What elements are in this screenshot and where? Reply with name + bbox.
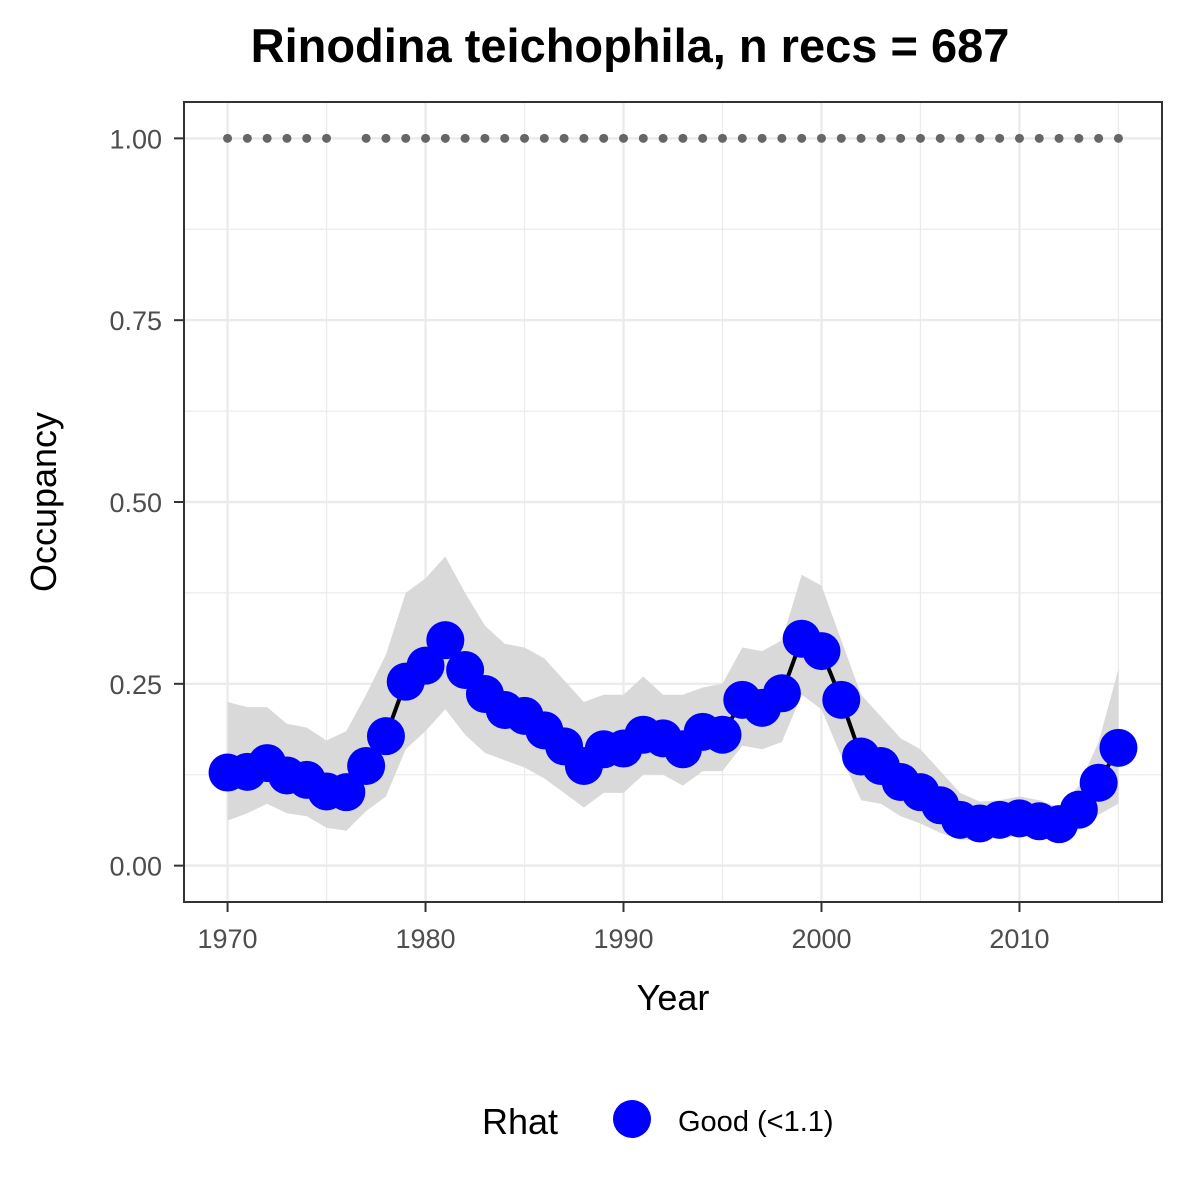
- x-tick-label: 1980: [395, 924, 455, 954]
- recorded-year-dot: [223, 133, 233, 143]
- recorded-year-dot: [896, 133, 906, 143]
- recorded-year-dot: [401, 133, 411, 143]
- data-point: [762, 674, 801, 713]
- recorded-year-dot: [1113, 133, 1123, 143]
- recorded-year-dot: [282, 133, 292, 143]
- y-tick-label: 1.00: [109, 124, 162, 154]
- recorded-year-dot: [322, 133, 332, 143]
- recorded-year-dot: [262, 133, 272, 143]
- recorded-year-dot: [381, 133, 391, 143]
- recorded-year-dot: [361, 133, 371, 143]
- x-tick-label: 1990: [593, 924, 653, 954]
- recorded-year-dot: [579, 133, 589, 143]
- legend-key-good: [613, 1100, 651, 1138]
- data-point: [347, 747, 386, 785]
- x-tick-label: 1970: [198, 924, 258, 954]
- recorded-year-dot: [717, 133, 727, 143]
- y-tick-label: 0.75: [109, 306, 162, 336]
- recorded-year-dot: [460, 133, 470, 143]
- recorded-year-dot: [816, 133, 826, 143]
- recorded-year-dot: [995, 133, 1005, 143]
- recorded-year-dot: [975, 133, 985, 143]
- recorded-year-dot: [757, 133, 767, 143]
- recorded-year-dot: [242, 133, 252, 143]
- recorded-year-dot: [638, 133, 648, 143]
- x-axis: 1970 1980 1990 2000 2010: [198, 902, 1049, 954]
- recorded-year-dot: [500, 133, 510, 143]
- recorded-year-dot: [440, 133, 450, 143]
- recorded-year-dot: [421, 133, 431, 143]
- recorded-year-dot: [737, 133, 747, 143]
- legend: Rhat Good (<1.1): [482, 1100, 834, 1142]
- data-point: [802, 632, 841, 671]
- recorded-year-dot: [856, 133, 866, 143]
- recorded-year-dot: [836, 133, 846, 143]
- data-point: [366, 717, 405, 756]
- recorded-year-dot: [876, 133, 886, 143]
- recorded-year-dot: [698, 133, 708, 143]
- recorded-year-dot: [797, 133, 807, 143]
- recorded-year-dot: [619, 133, 629, 143]
- recorded-year-dot: [935, 133, 945, 143]
- data-point: [1059, 790, 1098, 829]
- recorded-year-dot: [302, 133, 312, 143]
- y-tick-label: 0.00: [109, 852, 162, 882]
- legend-label-good: Good (<1.1): [678, 1106, 834, 1138]
- recorded-year-dot: [658, 133, 668, 143]
- x-tick-label: 2000: [791, 924, 851, 954]
- data-point: [1099, 728, 1138, 767]
- legend-title: Rhat: [482, 1101, 558, 1142]
- recorded-year-dot: [1014, 133, 1024, 143]
- occupancy-points: [208, 619, 1138, 844]
- data-point: [703, 715, 742, 754]
- data-point: [327, 773, 366, 812]
- y-axis-title: Occupancy: [23, 412, 64, 592]
- recorded-year-dot: [1074, 133, 1084, 143]
- recorded-year-dot: [777, 133, 787, 143]
- recorded-year-dot: [955, 133, 965, 143]
- recorded-year-dot: [539, 133, 549, 143]
- recorded-year-dot: [559, 133, 569, 143]
- recorded-year-dot: [480, 133, 490, 143]
- recorded-year-dot: [915, 133, 925, 143]
- recorded-year-dot: [1054, 133, 1064, 143]
- recorded-year-dot: [1034, 133, 1044, 143]
- data-point: [822, 680, 861, 719]
- y-axis: 0.00 0.25 0.50 0.75 1.00: [109, 124, 184, 882]
- recorded-year-dot: [599, 133, 609, 143]
- x-tick-label: 2010: [989, 924, 1049, 954]
- recorded-year-dot: [520, 133, 530, 143]
- y-tick-label: 0.50: [109, 488, 162, 518]
- plot-panel: [183, 101, 1163, 903]
- data-point: [1079, 763, 1118, 802]
- y-tick-label: 0.25: [109, 670, 162, 700]
- recorded-years-dots: [223, 133, 1123, 143]
- chart-title: Rinodina teichophila, n recs = 687: [251, 19, 1010, 72]
- recorded-year-dot: [678, 133, 688, 143]
- recorded-year-dot: [1094, 133, 1104, 143]
- x-axis-title: Year: [637, 977, 710, 1018]
- data-point: [426, 621, 465, 660]
